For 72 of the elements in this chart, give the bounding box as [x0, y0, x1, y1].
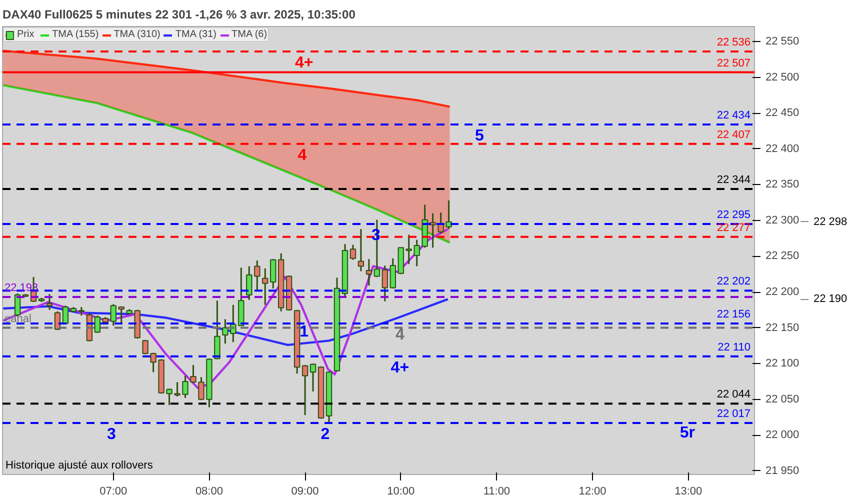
line-series — [2, 84, 451, 244]
y-tick-label: 22 250 — [766, 250, 800, 262]
candlestick — [270, 258, 276, 290]
y-tick-label: 22 350 — [766, 178, 800, 191]
candlestick — [358, 228, 364, 272]
y-tick-label: 22 150 — [766, 322, 800, 334]
y-tick-label: 22 050 — [766, 393, 800, 406]
annotation: 4 — [298, 146, 307, 164]
ref-line-label: 22 507 — [716, 57, 751, 70]
y-tick-label: 22 000 — [766, 429, 800, 442]
ref-line-label: 22 344 — [716, 174, 751, 186]
ref-line-label: 22 156 — [716, 308, 751, 320]
y-tick-label: 22 450 — [766, 107, 800, 120]
annotation: 2 — [320, 426, 330, 443]
ref-line-label: 22 202 — [716, 276, 751, 288]
ref-line-label: 22 295 — [716, 209, 751, 222]
x-tick-label: 11:00 — [483, 486, 510, 498]
chart-title: DAX40 Full0625 5 minutes 22 301 -1,26 % 3 avr. 2025, 10:35:00 — [2, 8, 356, 22]
legend-label: Prix — [17, 29, 36, 40]
x-tick-label: 09:00 — [291, 486, 319, 498]
annotation: 4+ — [294, 54, 314, 72]
candlestick — [262, 268, 268, 306]
candlestick — [110, 303, 116, 326]
y-tick-label: 22 300 — [766, 214, 800, 226]
y-tick-label: 22 400 — [766, 142, 800, 155]
candlestick — [302, 364, 308, 416]
legend-label: TMA (6) — [232, 29, 268, 40]
candlestick — [254, 260, 260, 291]
annotation: 4 — [395, 326, 404, 344]
ref-line-label: 22 277 — [716, 222, 751, 234]
candlestick — [366, 258, 372, 286]
y-tick-label: 22 500 — [766, 71, 800, 84]
x-tick-label: 10:00 — [387, 486, 415, 498]
candlestick — [350, 244, 356, 261]
x-tick-label: 13:00 — [674, 486, 702, 498]
ref-line-label: 22 044 — [716, 388, 751, 401]
ref-line-label: 22 434 — [716, 110, 751, 122]
ref-line-label: 22 407 — [716, 128, 751, 141]
text: 22 190 — [814, 293, 848, 306]
ref-line-label: 22 110 — [718, 341, 750, 354]
line-series — [2, 298, 449, 346]
candlestick — [46, 293, 53, 311]
candlestick — [118, 306, 124, 324]
x-tick-label: 07:00 — [100, 486, 128, 498]
y-tick-label: 22 550 — [766, 36, 800, 48]
annotation: 4+ — [390, 359, 410, 376]
legend-label: TMA (31) — [175, 29, 216, 40]
ref-line-label: 22 017 — [716, 408, 751, 420]
candlestick — [390, 258, 396, 290]
candlestick — [310, 362, 316, 392]
candlestick — [214, 300, 220, 360]
candlestick — [142, 339, 148, 356]
y-tick-label: 22 200 — [766, 286, 800, 298]
x-tick-label: 08:00 — [195, 486, 223, 498]
annotation: 3 — [107, 426, 116, 443]
candlestick — [94, 314, 100, 334]
ref-line-label: 22 536 — [716, 36, 751, 49]
legend-label: TMA (310) — [114, 29, 160, 40]
annotation: 1 — [300, 324, 309, 341]
y-tick-label: 22 100 — [766, 358, 800, 370]
annotation: 5r — [680, 424, 695, 442]
ref-line-label: eanal — [4, 312, 32, 325]
x-tick-label: 12:00 — [578, 486, 606, 498]
annotation: 5 — [475, 128, 484, 145]
candlestick — [382, 264, 388, 302]
line-series — [2, 50, 451, 108]
annotation: Historique ajusté aux rollovers — [6, 460, 154, 472]
candlestick — [246, 265, 252, 301]
text: 22 298 — [814, 216, 848, 228]
candlestick — [406, 234, 412, 265]
y-tick-label: 21 950 — [766, 464, 800, 477]
legend-label: TMA (155) — [52, 29, 99, 40]
